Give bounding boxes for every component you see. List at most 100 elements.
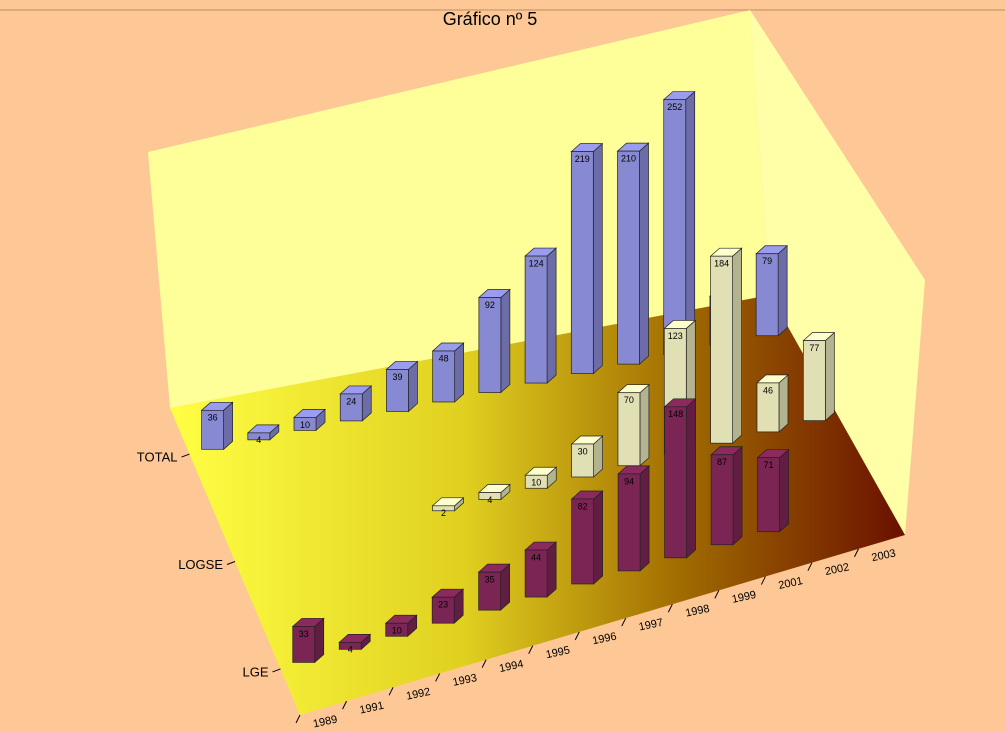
row-label: LGE (242, 664, 268, 679)
x-tick (621, 617, 627, 627)
bar (477, 563, 511, 611)
value-label: 210 (621, 154, 636, 164)
x-tick-label: 2002 (824, 561, 850, 578)
value-label: 71 (764, 460, 774, 470)
bar-side (686, 398, 696, 559)
bar-front (478, 297, 502, 393)
value-label: 148 (668, 409, 683, 419)
bar (570, 490, 604, 585)
bar-front (201, 409, 224, 450)
bar (524, 247, 558, 384)
bar-front (478, 571, 502, 611)
x-tick (481, 659, 487, 668)
bar-front (617, 150, 640, 365)
bar (431, 342, 465, 403)
x-tick-label: 1999 (731, 589, 757, 606)
bar-front (478, 492, 502, 500)
value-label: 10 (531, 478, 541, 488)
bar (663, 398, 697, 559)
value-label: 4 (256, 435, 261, 445)
bar-front (571, 498, 594, 585)
value-label: 94 (624, 476, 634, 486)
bar-side (546, 247, 557, 384)
bar-front (571, 443, 594, 478)
value-label: 123 (668, 331, 683, 341)
bar-front (431, 596, 455, 624)
x-tick (760, 576, 766, 585)
bar-front (524, 255, 548, 384)
bar (617, 383, 650, 467)
bar-side (824, 331, 835, 422)
value-label: 33 (299, 629, 309, 639)
value-label: 77 (809, 343, 819, 353)
value-label: 48 (439, 353, 449, 363)
value-label: 35 (485, 574, 495, 584)
value-label: 30 (578, 446, 588, 456)
value-label: 36 (208, 413, 218, 423)
bar (524, 541, 558, 598)
bar (431, 588, 465, 624)
x-tick-label: 1991 (359, 700, 385, 717)
value-label: 184 (714, 259, 729, 269)
bar-front (755, 253, 779, 337)
x-tick (714, 590, 720, 599)
x-tick (667, 604, 673, 613)
bar-side (500, 288, 511, 394)
back-wall (148, 10, 770, 408)
bar-side (732, 445, 743, 546)
value-label: 24 (346, 396, 356, 406)
bar-front (664, 406, 687, 559)
bar (384, 614, 418, 638)
bar (524, 466, 558, 490)
bar (570, 142, 604, 375)
bar-front (385, 622, 409, 637)
value-label: 252 (667, 102, 682, 112)
bar-front (710, 454, 734, 546)
bar-side (592, 142, 603, 375)
x-tick (435, 673, 441, 682)
row-label: LOGSE (178, 557, 223, 572)
bar (246, 424, 280, 441)
x-tick (854, 548, 859, 558)
bar-front (432, 350, 456, 403)
bar-front (339, 393, 363, 422)
bar (756, 374, 789, 433)
row-tick (226, 561, 236, 565)
bar-front (247, 432, 271, 441)
x-tick (528, 645, 534, 654)
value-label: 10 (300, 420, 310, 430)
value-label: 79 (762, 256, 772, 266)
bar-front (802, 340, 826, 421)
value-label: 124 (529, 258, 544, 268)
row-tick (272, 668, 281, 673)
bar (710, 445, 743, 546)
x-tick-label: 1992 (405, 686, 431, 703)
bar-side (546, 541, 557, 598)
bar-front (338, 641, 362, 650)
bar-front (570, 151, 594, 374)
bar-front (757, 457, 780, 533)
x-tick-label: 1996 (591, 630, 617, 647)
bar (431, 497, 465, 512)
bar (756, 448, 790, 533)
x-tick-label: 1993 (452, 672, 478, 689)
bar-front (386, 369, 409, 412)
x-tick (295, 714, 301, 724)
bar (570, 435, 604, 478)
bar (617, 465, 651, 572)
value-label: 4 (348, 645, 353, 655)
x-tick (574, 631, 580, 641)
side-wall (750, 10, 925, 535)
bar (293, 408, 326, 432)
bar (616, 142, 650, 365)
x-tick-label: 1997 (638, 617, 664, 634)
value-label: 46 (763, 385, 773, 395)
bar (477, 483, 511, 501)
bar-side (639, 465, 650, 572)
value-label: 23 (438, 600, 448, 610)
bar-front (524, 549, 548, 598)
bar-front (710, 255, 733, 444)
bar-side (732, 247, 742, 444)
bar (662, 90, 696, 356)
bar-side (778, 374, 789, 433)
